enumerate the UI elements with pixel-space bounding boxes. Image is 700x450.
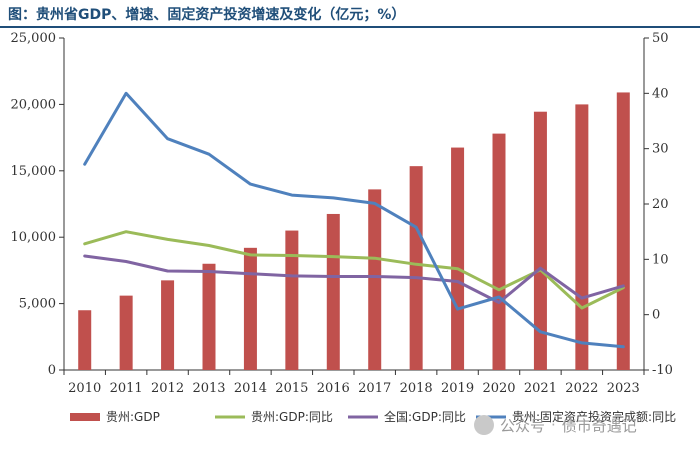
x-tick-label: 2011 <box>110 381 143 396</box>
right-tick-label: 0 <box>652 308 660 323</box>
x-tick-label: 2010 <box>68 381 101 396</box>
x-tick-label: 2018 <box>400 381 433 396</box>
x-tick-label: 2019 <box>441 381 474 396</box>
legend-label: 贵州:GDP <box>106 410 160 424</box>
bar-guizhou-gdp <box>451 147 465 370</box>
legend-label: 贵州:固定资产投资完成额:同比 <box>512 409 676 424</box>
right-tick-label: -10 <box>652 363 673 378</box>
chart-title: 图：贵州省GDP、增速、固定资产投资增速及变化（亿元；%） <box>8 7 406 23</box>
bar-guizhou-gdp <box>161 280 175 370</box>
x-tick-label: 2017 <box>358 381 391 396</box>
bar-guizhou-gdp <box>492 133 506 370</box>
left-tick-label: 10,000 <box>11 230 57 245</box>
left-tick-label: 20,000 <box>11 97 57 112</box>
right-tick-label: 10 <box>652 252 669 267</box>
bar-guizhou-gdp <box>78 310 92 370</box>
x-tick-label: 2012 <box>151 381 184 396</box>
bar-guizhou-gdp <box>575 104 589 371</box>
x-tick-label: 2016 <box>317 381 350 396</box>
left-tick-label: 15,000 <box>11 164 57 179</box>
x-tick-label: 2013 <box>192 381 225 396</box>
left-tick-label: 5,000 <box>19 297 56 312</box>
legend-label: 贵州:GDP:同比 <box>251 410 333 424</box>
legend-swatch-bar <box>70 413 100 421</box>
bar-guizhou-gdp <box>326 213 340 370</box>
x-tick-label: 2015 <box>275 381 308 396</box>
line-national-gdp-growth <box>83 254 625 304</box>
right-tick-label: 50 <box>652 31 669 46</box>
bar-guizhou-gdp <box>243 247 257 370</box>
legend-label: 全国:GDP:同比 <box>384 409 466 424</box>
left-tick-label: 25,000 <box>11 31 57 46</box>
axes-layer <box>63 38 645 371</box>
x-tick-label: 2022 <box>565 381 598 396</box>
x-tick-label: 2020 <box>482 381 515 396</box>
x-tick-label: 2023 <box>607 381 640 396</box>
bar-guizhou-gdp <box>409 166 423 370</box>
x-tick-label: 2014 <box>234 381 267 396</box>
left-tick-label: 0 <box>48 363 56 378</box>
bar-guizhou-gdp <box>368 189 382 370</box>
title-rule <box>0 26 700 28</box>
watermark-name: 债市奇遇记 <box>561 416 637 435</box>
lines-layer <box>83 91 625 349</box>
x-tick-label: 2021 <box>524 381 557 396</box>
ticks-layer: 0 5,000 10,000 15,000 20,000 25,000 -10 0 10 20 30… <box>11 31 673 396</box>
right-tick-label: 20 <box>652 197 669 212</box>
bar-guizhou-gdp <box>616 92 630 370</box>
line-guizhou-fai-growth <box>83 91 625 349</box>
wechat-icon <box>474 415 494 435</box>
watermark: 公众号 · 债市奇遇记 <box>474 410 637 440</box>
bar-guizhou-gdp <box>119 295 133 370</box>
bar-guizhou-gdp <box>285 230 299 370</box>
right-tick-label: 30 <box>652 142 669 157</box>
bar-guizhou-gdp <box>202 263 216 370</box>
bar-guizhou-gdp <box>533 111 547 370</box>
right-tick-label: 40 <box>652 86 669 101</box>
watermark-separator: · <box>551 416 556 434</box>
bars-layer <box>78 92 630 371</box>
watermark-prefix: 公众号 <box>500 416 546 435</box>
